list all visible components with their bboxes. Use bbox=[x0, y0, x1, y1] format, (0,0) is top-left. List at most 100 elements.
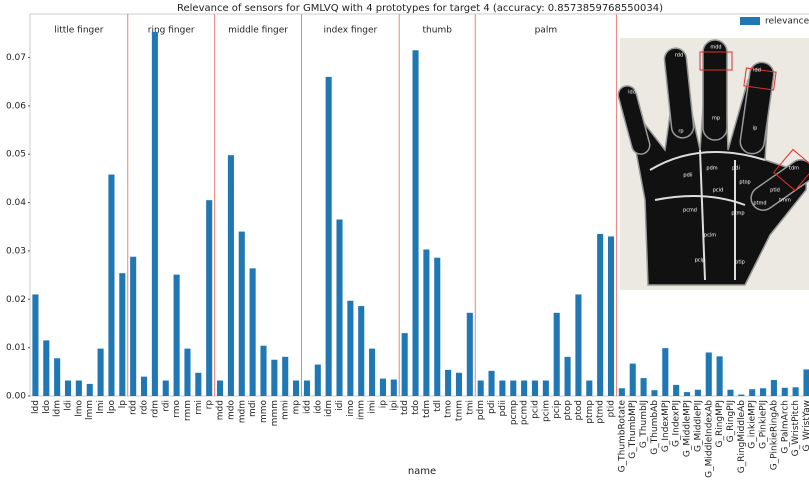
bar bbox=[380, 379, 386, 396]
x-tick-label: ptid bbox=[607, 400, 617, 417]
x-tick-label: ip bbox=[378, 400, 388, 409]
bar bbox=[152, 32, 158, 396]
bar bbox=[597, 234, 603, 396]
x-tick-label: G_WristPitch bbox=[791, 400, 801, 456]
x-tick-label: mmi bbox=[281, 400, 291, 420]
x-tick-label: rdi bbox=[161, 400, 171, 412]
bar bbox=[87, 384, 93, 396]
x-tick-label: tdl bbox=[433, 400, 443, 412]
x-tick-label: lmi bbox=[96, 400, 106, 414]
bar bbox=[662, 348, 668, 396]
bar bbox=[532, 381, 538, 396]
bar bbox=[575, 294, 581, 396]
x-tick-label: G_MiddleMPJ bbox=[683, 400, 693, 457]
group-label: middle finger bbox=[228, 26, 288, 36]
x-tick-label: mp bbox=[292, 400, 302, 415]
bar bbox=[586, 381, 592, 396]
x-tick-label: ldd bbox=[31, 400, 41, 414]
bar bbox=[65, 381, 71, 396]
middle-finger bbox=[703, 40, 727, 140]
bar bbox=[445, 370, 451, 396]
x-tick-label: G_RingMiddleAb bbox=[737, 400, 747, 474]
bar bbox=[434, 258, 440, 396]
bar bbox=[695, 390, 701, 396]
x-tick-label: G_PinkieRingAb bbox=[769, 400, 779, 470]
chart-title: Relevance of sensors for GMLVQ with 4 pr… bbox=[177, 3, 663, 14]
y-tick-label: 0.04 bbox=[6, 198, 26, 208]
bar bbox=[304, 381, 310, 396]
bar bbox=[402, 333, 408, 396]
bar bbox=[467, 313, 473, 396]
legend-swatch bbox=[740, 17, 760, 25]
x-tick-label: lp bbox=[118, 400, 128, 409]
bar bbox=[76, 381, 82, 396]
x-tick-label: mmo bbox=[259, 400, 269, 424]
bar bbox=[54, 358, 60, 396]
x-tick-label: rmo bbox=[172, 400, 182, 418]
bar bbox=[282, 357, 288, 396]
x-tick-label: G_RingMPJ bbox=[715, 400, 725, 448]
x-tick-label: tmm bbox=[454, 400, 464, 421]
x-tick-label: idm bbox=[324, 400, 334, 417]
inset-label: pcim bbox=[704, 233, 716, 239]
x-tick-label: lmo bbox=[74, 400, 84, 417]
inset-label: ptmd bbox=[753, 201, 766, 207]
group-label: little finger bbox=[54, 26, 104, 36]
bar bbox=[793, 387, 799, 396]
bar bbox=[706, 352, 712, 396]
x-tick-label: G_ThumbRotate bbox=[617, 400, 627, 473]
inset-label: pcmd bbox=[683, 208, 697, 214]
x-tick-label: tdm bbox=[422, 400, 432, 418]
x-tick-label: G_ThumbIJ bbox=[639, 400, 649, 448]
y-tick-label: 0.00 bbox=[6, 392, 26, 402]
inset-label: tmm bbox=[779, 198, 791, 204]
inset-label: rp bbox=[678, 129, 683, 135]
bar bbox=[174, 275, 180, 396]
x-tick-label: mdi bbox=[248, 400, 258, 417]
x-tick-label: G_PinkiePIJ bbox=[759, 400, 769, 449]
x-tick-label: tdo bbox=[411, 400, 421, 415]
bar bbox=[391, 380, 397, 396]
bar bbox=[727, 390, 733, 396]
bar bbox=[782, 388, 788, 396]
inset-label: ptop bbox=[739, 180, 750, 186]
y-tick-label: 0.02 bbox=[6, 295, 26, 305]
inset-label: tdm bbox=[789, 166, 799, 172]
x-tick-label: pcim bbox=[541, 400, 551, 422]
bar bbox=[43, 340, 49, 396]
x-tick-label: pdm bbox=[476, 400, 486, 420]
x-tick-label: ptop bbox=[563, 400, 573, 421]
group-label: thumb bbox=[423, 26, 453, 36]
x-tick-label: tdd bbox=[400, 400, 410, 415]
bar bbox=[489, 371, 495, 396]
x-tick-label: ptod bbox=[574, 400, 584, 420]
x-tick-label: mmm bbox=[270, 400, 280, 426]
bar bbox=[619, 388, 625, 396]
bar bbox=[630, 364, 636, 396]
x-tick-label: G_WristYaw bbox=[802, 400, 809, 452]
inset-label: pcip bbox=[695, 258, 706, 264]
inset-label: mdd bbox=[710, 45, 721, 51]
x-tick-label: pcmd bbox=[520, 400, 530, 425]
bar bbox=[347, 301, 353, 396]
y-tick-label: 0.03 bbox=[6, 246, 26, 256]
bar bbox=[423, 249, 429, 396]
bar bbox=[521, 381, 527, 396]
bar bbox=[239, 232, 245, 396]
bar bbox=[293, 381, 299, 396]
legend-label: relevance bbox=[765, 17, 809, 27]
x-tick-label: ido bbox=[313, 400, 323, 414]
x-tick-label: idd bbox=[302, 400, 312, 414]
bar bbox=[478, 381, 484, 396]
x-tick-label: ipi bbox=[389, 400, 399, 411]
x-tick-label: ptmp bbox=[585, 400, 595, 424]
x-tick-label: lpo bbox=[107, 400, 117, 414]
bar bbox=[554, 313, 560, 396]
bar bbox=[250, 268, 256, 396]
bar bbox=[738, 395, 744, 396]
bar bbox=[510, 381, 516, 396]
bar bbox=[141, 377, 147, 396]
bar bbox=[456, 373, 462, 396]
x-tick-label: ldo bbox=[42, 400, 52, 414]
x-tick-label: rdm bbox=[150, 400, 160, 418]
